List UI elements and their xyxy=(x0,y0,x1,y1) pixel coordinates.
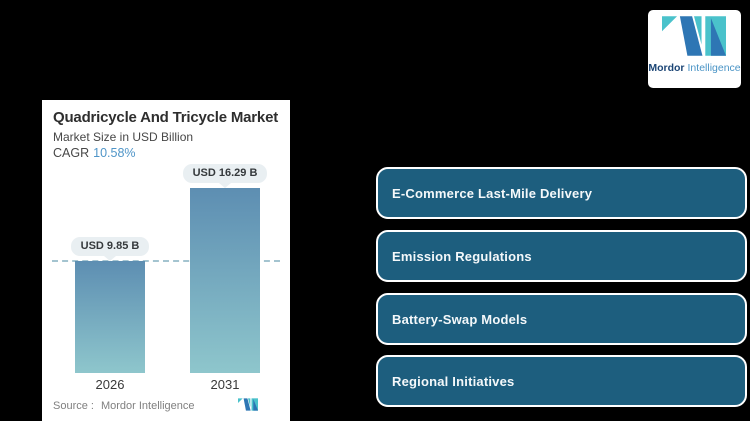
driver-button-label: E-Commerce Last-Mile Delivery xyxy=(392,185,593,201)
source-row: Source : Mordor Intelligence xyxy=(53,400,195,412)
market-chart-card: Quadricycle And Tricycle Market Market S… xyxy=(42,100,290,421)
chart-bar-2031 xyxy=(190,188,260,373)
brand-name-bold: Mordor xyxy=(648,62,685,74)
brand-wordmark: Mordor Intelligence xyxy=(648,62,741,74)
cagr-row: CAGR 10.58% xyxy=(53,146,136,160)
mordor-mi-mark-icon xyxy=(238,398,258,411)
value-label-2031: USD 16.29 B xyxy=(182,164,268,183)
cagr-value: 10.58% xyxy=(93,146,136,160)
mordor-mi-mark-icon xyxy=(662,16,726,56)
chart-title: Quadricycle And Tricycle Market xyxy=(53,109,279,126)
brand-name-light: Intelligence xyxy=(687,62,741,74)
value-label-2026: USD 9.85 B xyxy=(70,237,150,256)
x-axis-label-2026: 2026 xyxy=(95,377,125,392)
label-pointer-icon xyxy=(104,256,116,261)
bar-column-2026: USD 9.85 B xyxy=(65,237,155,373)
driver-button-label: Battery-Swap Models xyxy=(392,311,528,327)
chart-subtitle: Market Size in USD Billion xyxy=(53,130,194,144)
driver-button-battery-swap[interactable]: Battery-Swap Models xyxy=(376,293,747,345)
label-pointer-icon xyxy=(219,183,231,188)
driver-button-regional[interactable]: Regional Initiatives xyxy=(376,355,747,407)
bar-column-2031: USD 16.29 B xyxy=(180,164,270,373)
chart-bar-2026 xyxy=(75,261,145,373)
source-value: Mordor Intelligence xyxy=(100,400,195,412)
source-label: Source : xyxy=(53,400,94,412)
cagr-label: CAGR xyxy=(53,146,90,160)
reference-dashed-line xyxy=(52,260,280,262)
driver-button-label: Emission Regulations xyxy=(392,248,532,264)
mordor-logo-card: Mordor Intelligence xyxy=(648,10,741,88)
driver-button-label: Regional Initiatives xyxy=(392,373,515,389)
driver-button-ecommerce[interactable]: E-Commerce Last-Mile Delivery xyxy=(376,167,747,219)
driver-button-emission[interactable]: Emission Regulations xyxy=(376,230,747,282)
x-axis-label-2031: 2031 xyxy=(210,377,240,392)
